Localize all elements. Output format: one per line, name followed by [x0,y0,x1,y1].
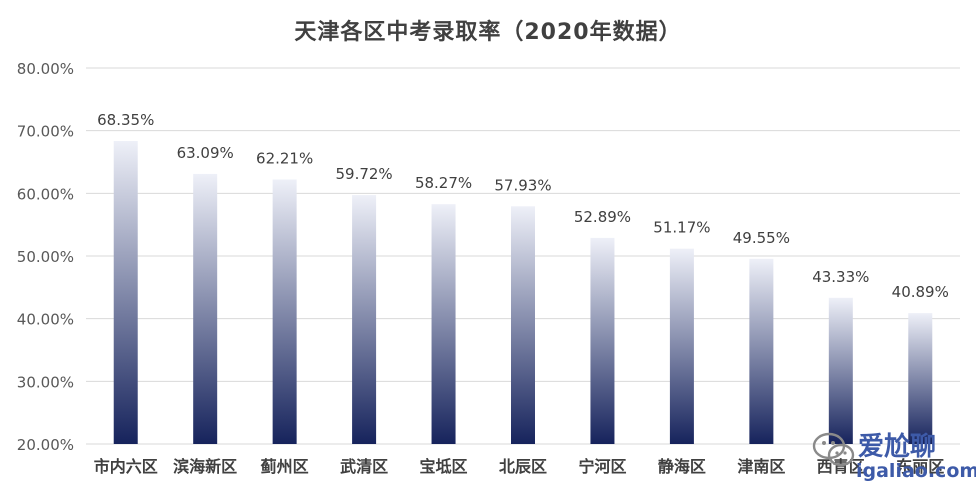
data-labels: 68.35% 63.09% 62.21% 59.72% 58.27% 57.93% 52.8… [97,111,949,301]
y-tick-label: 70.00% [17,123,74,141]
wechat-logo-icon [812,432,855,467]
data-label: 43.33% [812,268,869,286]
data-label: 51.17% [653,219,710,237]
bars [113,141,933,445]
watermark-url: igaliao.com [856,460,976,482]
data-label: 49.55% [733,229,790,247]
x-tick-label: 宁河区 [578,457,626,476]
x-tick-label: 武清区 [340,457,388,476]
bar [828,297,853,444]
x-tick-label: 宝坻区 [420,457,468,476]
bar [908,313,933,444]
data-label: 52.89% [574,208,631,226]
y-tick-label: 50.00% [17,248,74,266]
y-tick-label: 40.00% [17,311,74,329]
bar [590,237,615,444]
bar [272,179,297,444]
x-tick-label: 市内六区 [94,457,158,476]
y-tick-label: 20.00% [17,436,74,454]
x-tick-label: 西青区 [817,457,865,476]
bar [113,141,138,445]
data-label: 57.93% [494,176,551,194]
bar [669,248,694,444]
x-tick-label: 北辰区 [499,457,547,476]
x-axis-tick-labels: 市内六区 滨海新区 蓟州区 武清区 宝坻区 北辰区 宁河区 静海区 津南区 西青区 东丽区 [94,457,945,476]
bar [749,258,774,444]
y-tick-label: 30.00% [17,373,74,391]
data-label: 58.27% [415,174,472,192]
x-tick-label: 静海区 [658,457,706,476]
y-tick-label: 60.00% [17,185,74,203]
bar [511,206,535,444]
data-label: 63.09% [177,144,234,162]
bar [431,204,456,444]
x-tick-label: 东丽区 [896,457,944,476]
x-tick-label: 滨海新区 [173,457,237,476]
x-tick-label: 蓟州区 [260,457,309,476]
data-label: 62.21% [256,149,313,167]
y-tick-label: 80.00% [17,60,74,78]
bar [193,173,218,444]
watermark: 爱尬聊 igaliao.com [806,424,976,488]
bar [352,195,377,444]
data-label: 68.35% [97,111,154,129]
y-axis-tick-labels: 20.00% 30.00% 40.00% 50.00% 60.00% 70.00% 80.0… [17,60,74,454]
chart-title: 天津各区中考录取率（2020年数据） [294,20,682,45]
x-tick-label: 津南区 [737,457,785,476]
watermark-title: 爱尬聊 [858,432,937,462]
data-label: 40.89% [892,283,949,301]
data-label: 59.72% [335,165,392,183]
